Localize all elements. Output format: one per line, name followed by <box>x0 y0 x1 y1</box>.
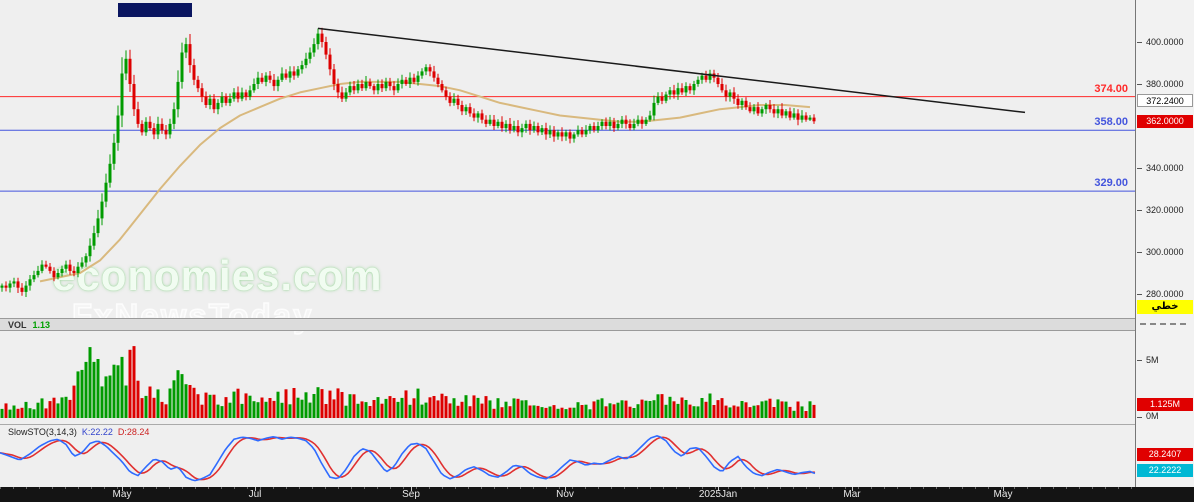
time-axis-tick <box>718 487 719 491</box>
time-axis-tick <box>565 487 566 491</box>
hline-label: 374.00 <box>1094 82 1128 95</box>
sto-d-value: D:28.24 <box>117 427 150 437</box>
time-axis-tick <box>852 487 853 491</box>
ask-price-badge: 372.2400 <box>1137 94 1193 107</box>
sto-d-badge: 28.2407 <box>1137 448 1193 461</box>
price-axis-label: 320.0000 <box>1146 205 1184 215</box>
price-axis-label: 340.0000 <box>1146 163 1184 173</box>
month-label: May <box>112 489 132 500</box>
separator-dashes <box>1140 323 1186 325</box>
month-label: Nov <box>556 489 574 500</box>
pane-separator-band <box>0 318 1194 331</box>
axis-tick <box>1137 417 1142 418</box>
price-axis-label: 400.0000 <box>1146 37 1184 47</box>
vol-label: VOL <box>8 320 27 330</box>
candlestick-chart-svg[interactable] <box>0 0 1135 487</box>
price-axis-label: 380.0000 <box>1146 79 1184 89</box>
volume-axis-5m: 5M <box>1146 355 1159 365</box>
sto-label: SlowSTO(3,14,3) <box>8 427 77 437</box>
axis-tick <box>1137 252 1142 253</box>
axis-tick <box>1137 210 1142 211</box>
price-axis-label: 280.0000 <box>1146 289 1184 299</box>
time-axis-tick <box>1003 487 1004 491</box>
volume-pane-title: VOL 1.13 <box>8 320 50 330</box>
axis-tick <box>1137 294 1142 295</box>
volume-value-badge: 1.125M <box>1137 398 1193 411</box>
price-axis-label: 300.0000 <box>1146 247 1184 257</box>
hline-label: 358.00 <box>1094 116 1128 129</box>
time-axis-tick <box>255 487 256 491</box>
time-axis-tick <box>411 487 412 491</box>
sto-k-badge: 22.2222 <box>1137 464 1193 477</box>
axis-tick <box>1137 360 1142 361</box>
axis-tick <box>1137 42 1142 43</box>
sto-k-value: K:22.22 <box>81 427 113 437</box>
axis-tick <box>1137 84 1142 85</box>
axis-tick <box>1137 168 1142 169</box>
time-axis[interactable]: May Jul Sep Nov 2025Jan Mar May <box>0 487 1194 502</box>
chart-type-badge[interactable]: خطي <box>1137 300 1193 314</box>
time-axis-tick <box>122 487 123 491</box>
month-label: May <box>993 489 1013 500</box>
month-label: Jul <box>248 489 262 500</box>
price-pane[interactable]: economies.com FxNewsToday <box>0 0 1135 487</box>
month-label: Sep <box>402 489 420 500</box>
watermark-economies: economies.com <box>52 252 383 299</box>
stochastic-pane-title: SlowSTO(3,14,3) K:22.22 D:28.24 <box>8 427 149 437</box>
vol-value: 1.13 <box>32 320 51 330</box>
month-label: 2025Jan <box>698 489 738 500</box>
volume-axis-0m: 0M <box>1146 411 1159 421</box>
month-label: Mar <box>843 489 861 500</box>
symbol-badge <box>118 3 192 17</box>
last-price-badge: 362.0000 <box>1137 115 1193 128</box>
price-axis[interactable]: 372.2400 362.0000 خطي 5M 0M 1.125M 28.24… <box>1135 0 1194 487</box>
time-axis-minor-ticks <box>0 487 1135 489</box>
hline-label: 329.00 <box>1094 177 1128 190</box>
stochastic-separator-line <box>0 424 1194 425</box>
